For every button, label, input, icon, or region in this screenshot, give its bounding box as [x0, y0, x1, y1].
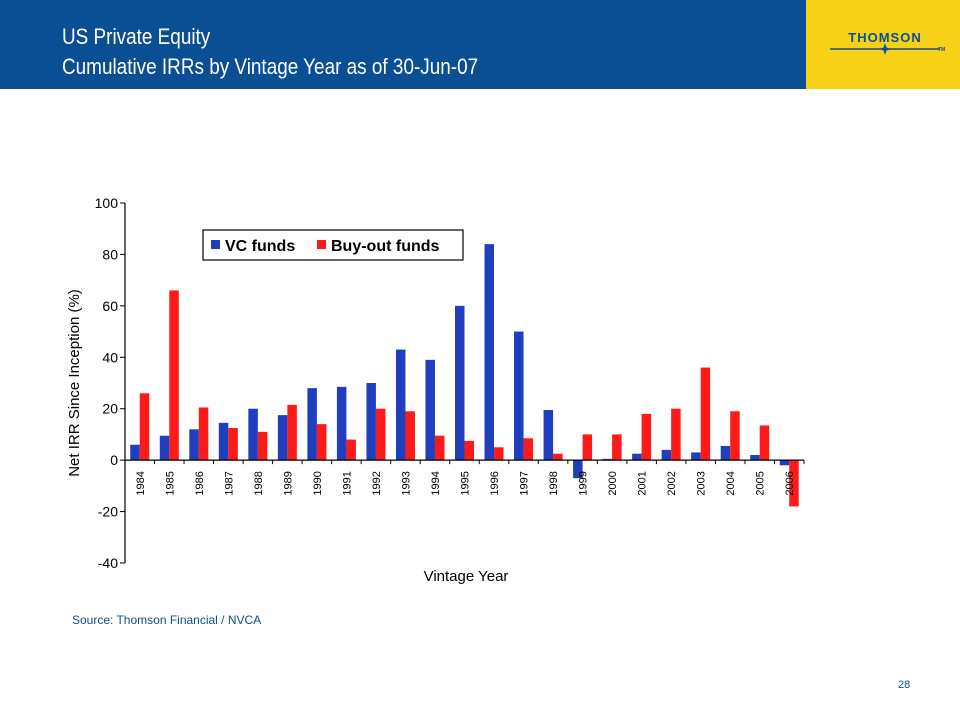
- x-tick-label: 1997: [519, 471, 531, 495]
- bar-vc-1987: [218, 422, 229, 461]
- logo-star-icon: [830, 43, 940, 55]
- x-tick-label: 2005: [755, 471, 767, 495]
- x-tick-label: 1993: [400, 471, 412, 495]
- bar-buyout-1995: [464, 440, 474, 461]
- y-tick-label: 100: [95, 195, 119, 211]
- bar-vc-1985: [159, 435, 170, 461]
- bar-buyout-1990: [316, 424, 327, 461]
- bar-vc-1995: [455, 305, 465, 461]
- header-bar: US Private Equity Cumulative IRRs by Vin…: [0, 0, 806, 89]
- bar-vc-1986: [189, 429, 199, 461]
- y-axis-label: Net IRR Since Inception (%): [66, 289, 83, 477]
- bar-buyout-1989: [287, 404, 297, 461]
- chart-area: 100 80 60 40 20 0 -20 -40 1984 1985 1986 1987 1988 1…: [66, 195, 805, 585]
- bar-buyout-2005: [759, 425, 770, 461]
- bar-buyout-2003: [700, 367, 711, 461]
- legend-swatch-buyout: [317, 240, 326, 249]
- bar-vc-1997: [514, 331, 524, 461]
- bar-vc-2004: [720, 446, 731, 461]
- bar-buyout-1992: [375, 408, 386, 461]
- bar-buyout-1988: [257, 431, 268, 461]
- bar-vc-2005: [750, 455, 760, 461]
- x-tick-label: 1987: [223, 471, 235, 495]
- x-tick-label: 1988: [253, 471, 265, 495]
- x-tick-label: 1984: [135, 471, 147, 495]
- bar-buyout-2002: [671, 408, 681, 461]
- bar-buyout-2000: [612, 434, 622, 461]
- title-line-1: US Private Equity: [62, 24, 211, 49]
- irr-bar-chart: 100 80 60 40 20 0 -20 -40 1984 1985 1986 1987 1988 1…: [66, 195, 805, 585]
- y-tick-label: 40: [102, 349, 118, 365]
- y-tick-label: -40: [98, 555, 118, 571]
- bar-vc-1984: [130, 444, 140, 461]
- bar-vc-1999: [573, 460, 583, 479]
- bar-vc-1996: [484, 244, 495, 461]
- x-tick-label: 1994: [430, 471, 442, 495]
- legend-swatch-vc: [211, 240, 220, 249]
- bar-vc-1994: [425, 359, 435, 461]
- y-tick-label: 80: [102, 246, 118, 262]
- bar-buyout-2001: [641, 413, 652, 461]
- bar-vc-2000: [602, 458, 613, 461]
- x-tick-label: 2002: [666, 471, 678, 495]
- x-tick-label: 1996: [489, 471, 501, 495]
- x-tick-label: 2003: [696, 471, 708, 495]
- bar-vc-2003: [691, 452, 701, 461]
- x-tick-label: 1999: [578, 471, 590, 495]
- page-title: US Private Equity Cumulative IRRs by Vin…: [62, 22, 478, 82]
- x-tick-label: 2001: [637, 471, 649, 495]
- bar-buyout-1987: [228, 428, 238, 461]
- x-tick-label: 1989: [282, 471, 294, 495]
- bar-vc-2002: [661, 449, 672, 461]
- bar-vc-2006: [779, 460, 790, 466]
- x-tick-label: 1992: [371, 471, 383, 495]
- bar-buyout-1999: [582, 434, 593, 461]
- x-tick-label: 1990: [312, 471, 324, 495]
- bar-vc-1998: [543, 410, 554, 461]
- x-tick-label: 1998: [548, 471, 560, 495]
- legend-label-buyout: Buy-out funds: [331, 238, 440, 255]
- bar-buyout-2006: [789, 460, 799, 507]
- bar-buyout-1998: [553, 453, 563, 461]
- bar-buyout-1984: [139, 393, 150, 461]
- bar-buyout-1985: [169, 290, 179, 461]
- y-tick-label: -20: [98, 504, 118, 520]
- thomson-logo: THOMSON TM: [806, 0, 960, 89]
- logo-text: THOMSON: [848, 30, 922, 45]
- chart-legend: VC funds Buy-out funds: [202, 229, 464, 261]
- x-tick-label: 1995: [460, 471, 472, 495]
- x-tick-label: 1985: [164, 471, 176, 495]
- bar-vc-2001: [632, 453, 642, 461]
- bar-buyout-2004: [730, 411, 740, 461]
- bar-buyout-1986: [198, 407, 209, 461]
- bar-buyout-1996: [494, 447, 504, 461]
- source-note: Source: Thomson Financial / NVCA: [72, 613, 262, 627]
- legend-label-vc: VC funds: [225, 238, 295, 255]
- bar-buyout-1993: [405, 411, 415, 461]
- bar-buyout-1997: [523, 438, 534, 461]
- page-number: 28: [898, 679, 911, 691]
- bar-buyout-1991: [346, 439, 356, 461]
- bar-vc-1989: [277, 415, 288, 461]
- bar-vc-1990: [307, 388, 317, 461]
- bar-vc-1993: [395, 349, 406, 461]
- y-tick-label: 20: [102, 401, 118, 417]
- x-axis-label: Vintage Year: [424, 568, 509, 585]
- title-line-2: Cumulative IRRs by Vintage Year as of 30…: [62, 54, 479, 79]
- bar-buyout-1994: [434, 435, 445, 461]
- x-tick-label: 2004: [725, 471, 737, 495]
- y-tick-label: 0: [110, 452, 118, 468]
- bar-vc-1992: [366, 383, 376, 461]
- bar-vc-1988: [248, 408, 258, 461]
- x-tick-label: 1991: [341, 471, 353, 495]
- x-tick-label: 2006: [784, 471, 796, 495]
- bar-vc-1991: [336, 386, 347, 461]
- logo-trademark: TM: [938, 47, 946, 53]
- y-tick-label: 60: [102, 298, 118, 314]
- x-tick-label: 1986: [194, 471, 206, 495]
- x-tick-label: 2000: [607, 471, 619, 495]
